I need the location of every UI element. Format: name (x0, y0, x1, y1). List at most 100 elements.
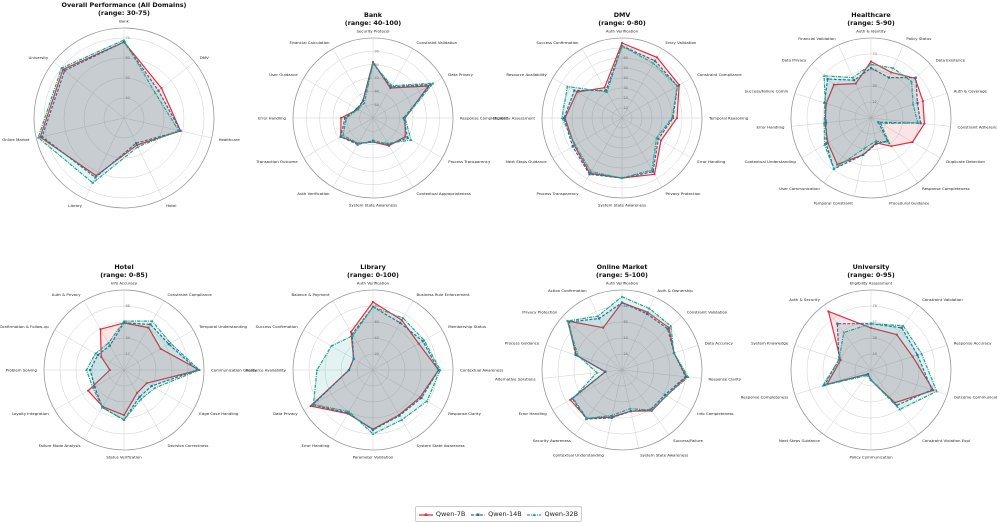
point-qwen-7b (675, 116, 679, 120)
category-label: Auth & Ownership (657, 288, 693, 293)
spoke (372, 329, 443, 371)
spoke (372, 369, 443, 411)
point-qwen-32b (122, 418, 126, 421)
point-qwen-32b (869, 378, 873, 382)
category-label: Auth & Coverage (954, 89, 988, 94)
point-qwen-32b (107, 341, 110, 345)
spoke (870, 93, 948, 119)
point-qwen-14b (629, 410, 632, 413)
point-qwen-7b (921, 100, 925, 103)
point-qwen-32b (585, 416, 589, 420)
spoke (83, 300, 125, 371)
point-qwen-14b (653, 59, 657, 62)
point-qwen-32b (438, 368, 442, 371)
point-qwen-32b (628, 407, 632, 410)
point-qwen-32b (910, 80, 913, 83)
category-label: Next Steps Guidance (506, 159, 547, 164)
category-label: Success Confirmation (536, 40, 579, 45)
spoke (303, 369, 374, 411)
point-qwen-14b (684, 375, 687, 378)
point-qwen-32b (101, 406, 104, 409)
series-qwen-14b (41, 41, 182, 179)
category-label: Auth & Privacy (52, 292, 81, 297)
point-qwen-14b (604, 89, 608, 92)
point-qwen-14b (96, 353, 100, 357)
tick-label: 40 (375, 336, 379, 340)
category-label: Resource Availability (506, 72, 547, 77)
tick-label: 19 (873, 352, 877, 356)
category-label: Contextual Appropriateness (417, 191, 471, 196)
point-qwen-32b (920, 352, 923, 355)
category-label: Entry Validation (666, 40, 697, 45)
point-qwen-14b (604, 370, 607, 373)
legend-item-qwen-14b: Qwen-14B (471, 510, 522, 518)
point-qwen-7b (575, 90, 579, 94)
point-qwen-14b (179, 129, 182, 133)
point-qwen-32b (822, 74, 826, 77)
point-qwen-32b (589, 170, 593, 173)
spoke (36, 117, 125, 139)
point-qwen-7b (569, 398, 572, 401)
category-label: Error Handling (301, 443, 330, 448)
category-label: Privacy Protection (522, 309, 558, 314)
category-label: Process Transparency (537, 191, 580, 196)
category-label: Financial Calculation (290, 40, 331, 45)
category-label: Success/Failure Comm (745, 89, 789, 94)
point-qwen-14b (886, 139, 889, 142)
point-qwen-14b (649, 408, 652, 411)
spoke (123, 117, 212, 139)
point-qwen-32b (595, 371, 599, 374)
radar-chart-bank: 50 60 70 80 90 Security Protocol Constraint Va… (255, 11, 507, 208)
category-label: Policy Status (906, 36, 931, 41)
point-qwen-7b (653, 173, 656, 176)
point-qwen-32b (351, 333, 355, 337)
category-label: Contextual Awareness (460, 368, 503, 373)
tick-label: 40 (624, 76, 628, 80)
category-label: Online Market (2, 137, 30, 142)
tick-label: 22 (873, 100, 877, 104)
point-qwen-32b (356, 107, 360, 111)
point-qwen-7b (349, 330, 353, 333)
point-qwen-7b (39, 136, 42, 139)
point-qwen-32b (672, 351, 676, 355)
point-qwen-14b (651, 170, 655, 173)
point-qwen-14b (671, 116, 675, 120)
category-label: Duplicate Detection (946, 159, 985, 164)
point-qwen-7b (655, 56, 659, 59)
category-label: System State Awareness (598, 203, 646, 208)
point-qwen-32b (869, 322, 873, 325)
spoke (123, 117, 164, 200)
point-qwen-14b (361, 99, 365, 102)
point-qwen-32b (431, 81, 435, 85)
tick-label: 51 (126, 320, 130, 324)
point-qwen-14b (347, 368, 351, 372)
point-qwen-32b (91, 181, 95, 184)
category-label: System State Awareness (417, 443, 465, 448)
spoke (823, 369, 872, 435)
point-qwen-14b (399, 321, 402, 324)
point-qwen-7b (895, 333, 898, 336)
chart-title: DMV (614, 11, 631, 19)
tick-label: 60 (375, 320, 379, 324)
point-qwen-14b (836, 322, 839, 325)
point-qwen-7b (400, 319, 403, 322)
tick-label: 68 (126, 304, 130, 308)
point-qwen-14b (916, 353, 919, 357)
spoke (870, 117, 888, 197)
tick-label: 70 (126, 36, 130, 40)
point-qwen-32b (916, 121, 920, 124)
point-qwen-14b (862, 153, 865, 156)
tick-label: 34 (126, 336, 130, 340)
point-qwen-14b (371, 428, 375, 432)
point-qwen-14b (573, 89, 576, 92)
spoke (870, 64, 931, 119)
category-label: Privacy Protection (666, 191, 702, 196)
point-qwen-32b (139, 397, 143, 401)
point-qwen-32b (371, 432, 375, 435)
category-label: Success/Failure (673, 438, 703, 443)
point-qwen-14b (150, 384, 153, 388)
point-qwen-14b (343, 116, 347, 120)
point-qwen-32b (596, 314, 600, 318)
chart-title: Online Market (597, 263, 648, 271)
category-label: Data Privacy (448, 72, 473, 77)
